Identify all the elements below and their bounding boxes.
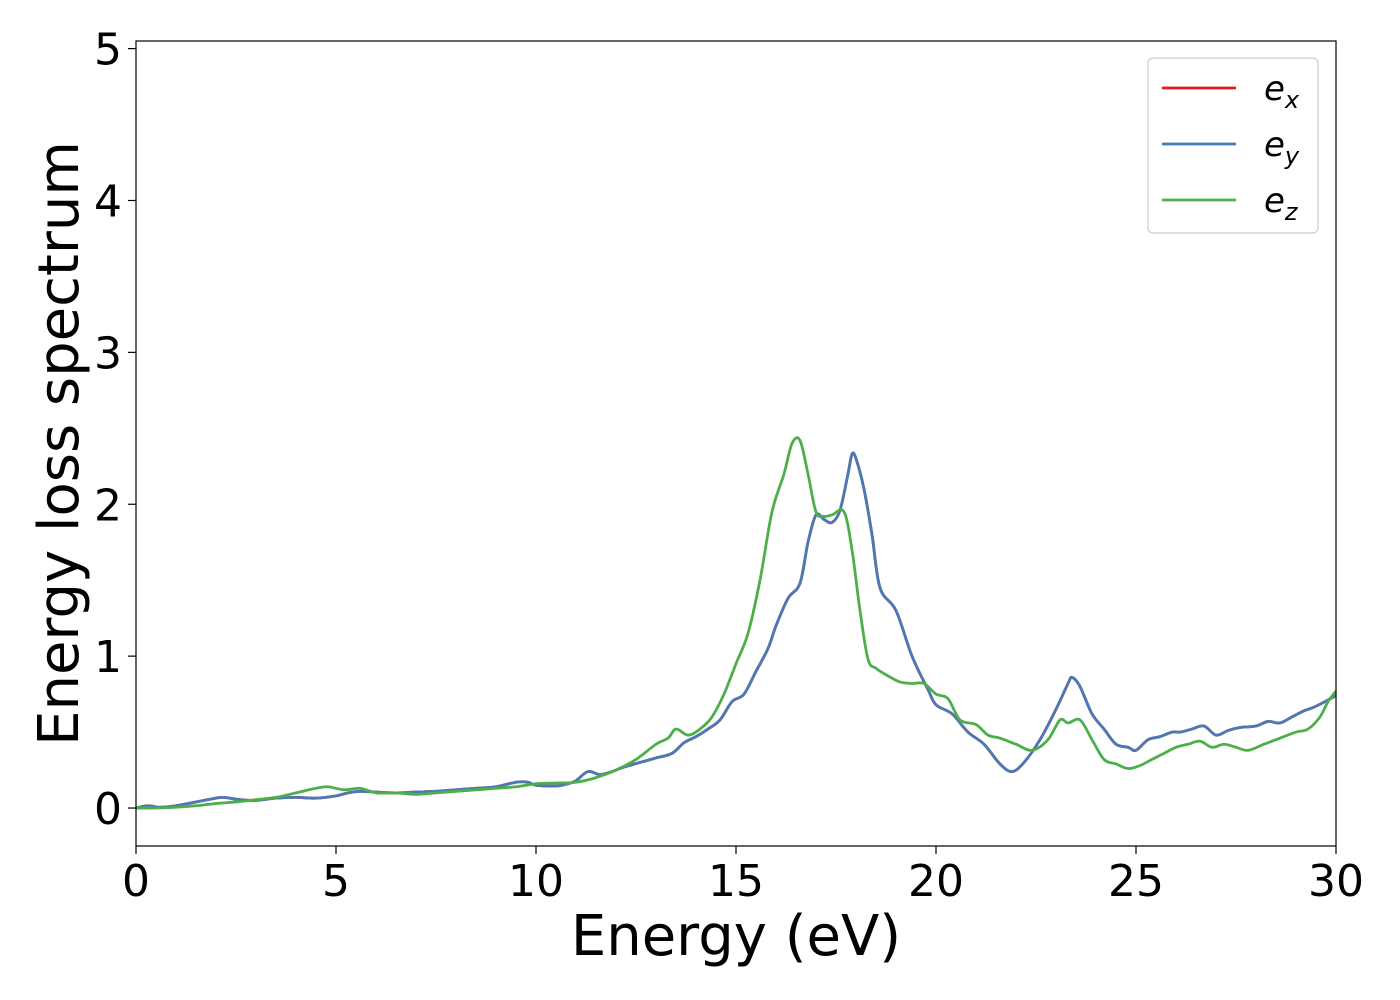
y-axis-label: Energy loss spectrum (27, 141, 92, 746)
y-tick-label: 0 (94, 784, 122, 835)
y-tick-label: 5 (94, 25, 122, 76)
series-line-z (135, 436, 1338, 810)
x-axis-ticks: 0 5 10 15 20 25 30 (122, 846, 1364, 907)
legend-label-y: ey (1264, 125, 1300, 170)
y-tick-label: 1 (94, 632, 122, 683)
x-tick-label: 25 (1108, 856, 1164, 907)
plot-lines (135, 436, 1338, 810)
y-tick-label: 4 (94, 176, 122, 227)
y-tick-label: 2 (94, 480, 122, 531)
x-axis-label: Energy (eV) (571, 904, 901, 969)
legend-label-z: ez (1264, 181, 1299, 226)
y-tick-label: 3 (94, 328, 122, 379)
x-tick-label: 15 (708, 856, 764, 907)
series-line-x (135, 451, 1337, 810)
x-tick-label: 20 (908, 856, 964, 907)
legend: ex ey ez (1147, 57, 1319, 234)
x-tick-label: 30 (1308, 856, 1364, 907)
x-tick-label: 5 (322, 856, 350, 907)
legend-label-x: ex (1264, 69, 1300, 114)
series-line-y (135, 451, 1337, 810)
x-tick-label: 10 (508, 856, 564, 907)
x-tick-label: 0 (122, 856, 150, 907)
y-axis-ticks: 0 1 2 3 4 5 (94, 25, 136, 835)
legend-box (1147, 57, 1319, 234)
